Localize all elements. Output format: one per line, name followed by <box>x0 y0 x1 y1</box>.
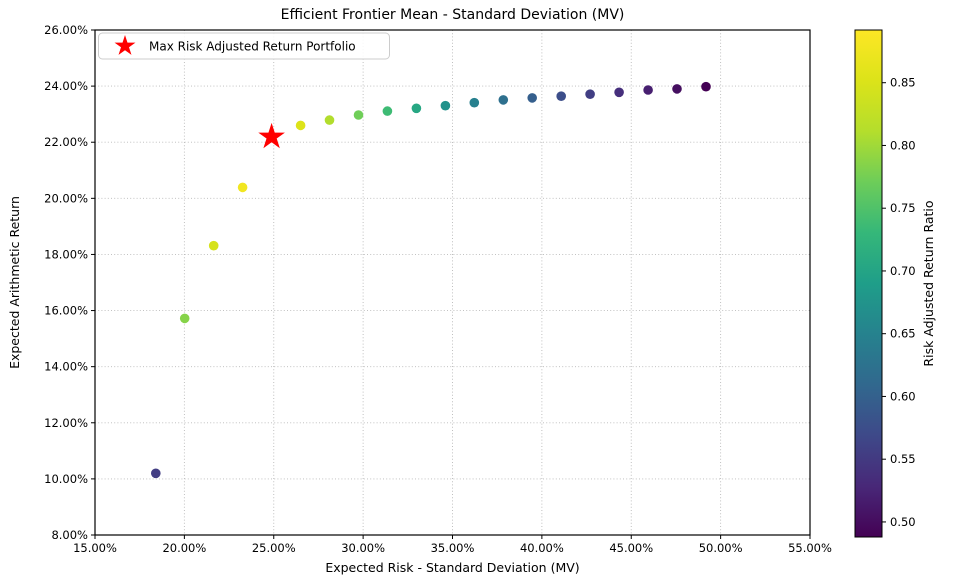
scatter-point <box>382 106 393 116</box>
y-tick-label: 10.00% <box>44 472 88 486</box>
scatter-points-layer <box>151 81 711 479</box>
scatter-point <box>237 182 248 193</box>
colorbar-tick-label: 0.65 <box>890 327 916 341</box>
y-tick-label: 12.00% <box>44 416 88 430</box>
scatter-point <box>353 110 364 120</box>
colorbar-label: Risk Adjusted Return Ratio <box>921 200 936 366</box>
legend: Max Risk Adjusted Return Portfolio <box>98 32 390 60</box>
max-sharpe-star-layer <box>258 122 285 149</box>
scatter-point <box>643 85 653 95</box>
scatter-point <box>527 93 537 103</box>
colorbar-tick-label: 0.75 <box>890 201 916 215</box>
x-tick-label: 40.00% <box>520 541 564 555</box>
grid-layer <box>94 29 811 536</box>
colorbar-gradient <box>854 29 883 538</box>
colorbar-tick-label: 0.80 <box>890 138 916 152</box>
scatter-point <box>556 91 566 101</box>
y-tick-label: 14.00% <box>44 360 88 374</box>
colorbar-tick-label: 0.60 <box>890 389 916 403</box>
y-tick-label: 20.00% <box>44 191 88 205</box>
scatter-point <box>151 468 161 479</box>
scatter-point <box>440 100 451 111</box>
scatter-point <box>585 89 595 99</box>
x-axis-label: Expected Risk - Standard Deviation (MV) <box>325 560 579 575</box>
colorbar-tick-label: 0.70 <box>890 264 916 278</box>
colorbar-tick-label: 0.50 <box>890 515 916 529</box>
x-tick-label: 15.00% <box>73 541 117 555</box>
scatter-point <box>295 120 306 131</box>
y-tick-label: 26.00% <box>44 23 88 37</box>
x-tick-label: 30.00% <box>341 541 385 555</box>
colorbar-tick-label: 0.85 <box>890 76 916 90</box>
x-tick-label: 55.00% <box>788 541 832 555</box>
legend-star-icon <box>114 35 136 55</box>
y-tick-label: 22.00% <box>44 135 88 149</box>
y-tick-label: 24.00% <box>44 79 88 93</box>
scatter-point <box>179 313 190 324</box>
x-tick-label: 45.00% <box>609 541 653 555</box>
scatter-point <box>701 81 711 92</box>
x-tick-label: 20.00% <box>162 541 206 555</box>
scatter-point <box>208 240 219 251</box>
colorbar-ticks: 0.50 0.55 0.60 0.65 0.70 0.75 0.80 0.85 <box>882 76 916 529</box>
chart-title: Efficient Frontier Mean - Standard Devia… <box>281 7 625 23</box>
scatter-point <box>324 115 335 125</box>
scatter-point <box>498 95 509 105</box>
colorbar-tick-label: 0.55 <box>890 452 916 466</box>
x-tick-label: 50.00% <box>699 541 743 555</box>
scatter-point <box>672 84 682 94</box>
x-tick-label: 35.00% <box>431 541 475 555</box>
scatter-point <box>469 97 480 108</box>
legend-label: Max Risk Adjusted Return Portfolio <box>149 40 356 54</box>
y-tick-label: 16.00% <box>44 304 88 318</box>
tick-layer: 15.00% 20.00% 25.00% 30.00% 35.00% 40.00% 45.0… <box>44 23 832 555</box>
legend-box <box>98 32 390 60</box>
y-tick-label: 18.00% <box>44 247 88 261</box>
scatter-point <box>411 103 422 114</box>
scatter-point <box>614 87 624 98</box>
max-sharpe-star <box>258 122 285 149</box>
y-axis-label: Expected Arithmetic Return <box>7 196 22 369</box>
y-tick-label: 8.00% <box>51 528 88 542</box>
x-tick-label: 25.00% <box>252 541 296 555</box>
colorbar: 0.50 0.55 0.60 0.65 0.70 0.75 0.80 0.85 <box>854 29 916 538</box>
